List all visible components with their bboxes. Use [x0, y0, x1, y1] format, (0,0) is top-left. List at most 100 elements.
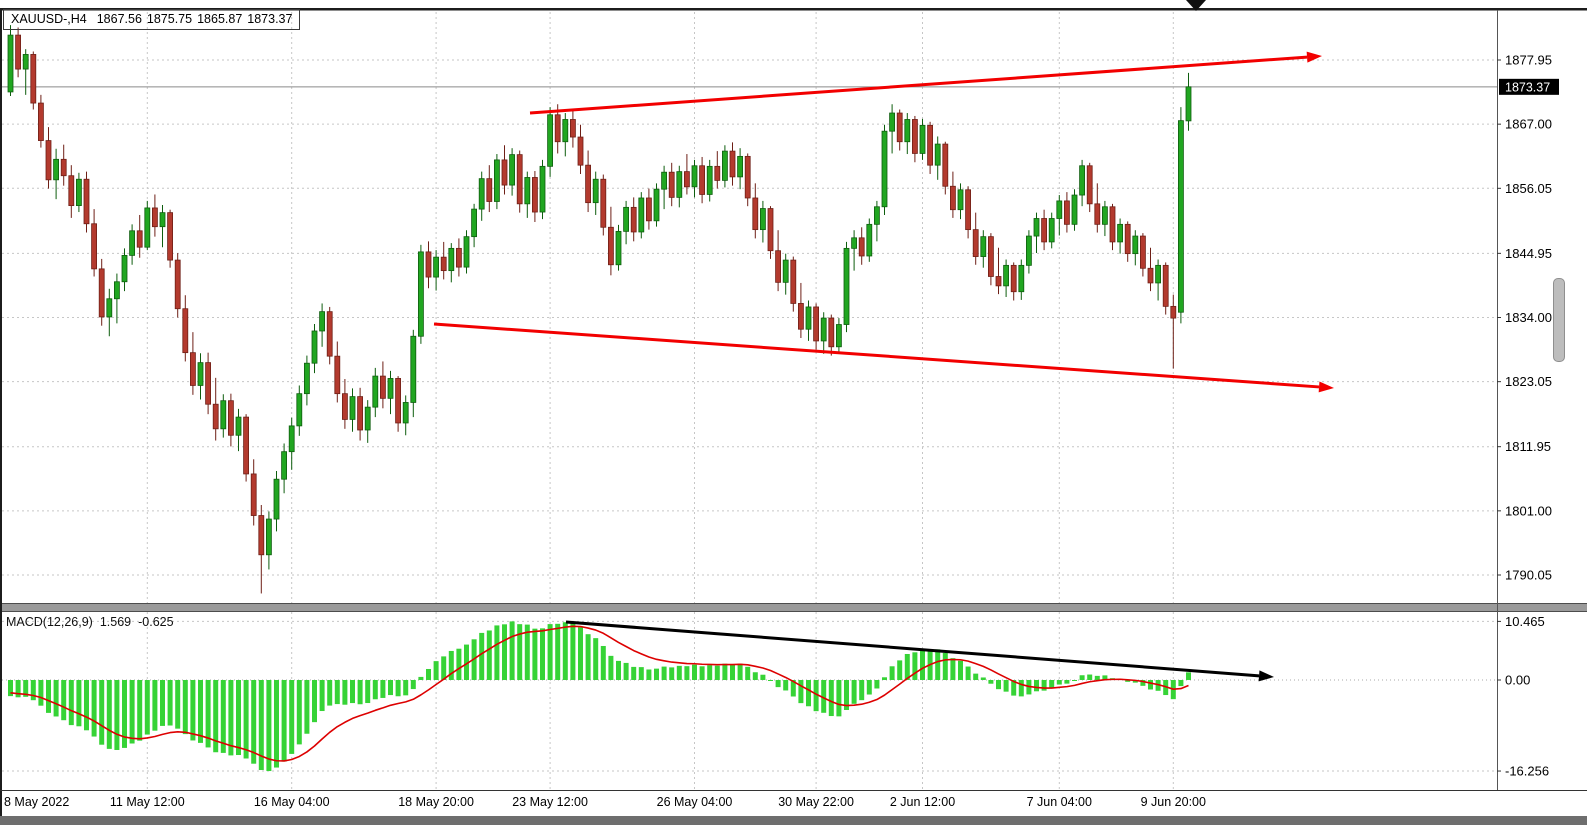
- macd-bar: [813, 680, 819, 712]
- macd-bar: [167, 680, 173, 726]
- trend-arrows[interactable]: [433, 51, 1334, 682]
- macd-bar: [745, 666, 751, 680]
- candle: [805, 300, 812, 341]
- macd-bar: [182, 680, 188, 735]
- candle: [646, 188, 652, 230]
- macd-bar: [1064, 680, 1070, 684]
- macd-bar: [122, 680, 127, 748]
- candle: [341, 379, 348, 429]
- macd-bar: [532, 628, 538, 680]
- macd-bar: [76, 680, 82, 727]
- candle: [281, 443, 288, 494]
- macd-bar: [1186, 672, 1191, 680]
- macd-bar: [1094, 675, 1100, 680]
- candle: [372, 367, 379, 418]
- macd-bar: [593, 638, 599, 680]
- candle: [288, 417, 295, 470]
- macd-bar: [874, 680, 880, 689]
- macd-bar: [175, 680, 181, 729]
- macd-bar: [912, 652, 918, 680]
- macd-bar: [213, 680, 219, 753]
- macd-bar: [1049, 680, 1055, 689]
- macd-bar: [684, 666, 690, 680]
- candle: [813, 303, 819, 350]
- candle: [1170, 294, 1177, 369]
- time-axis-label: 7 Jun 04:00: [1027, 795, 1092, 809]
- candle: [600, 174, 607, 236]
- macd-bar: [198, 680, 203, 743]
- macd-bar: [236, 680, 241, 756]
- candle: [934, 136, 941, 180]
- candle: [311, 323, 318, 374]
- macd-bar: [783, 680, 789, 691]
- window-menu-triangle-icon[interactable]: [1186, 0, 1206, 11]
- macd-bar: [608, 655, 614, 680]
- macd-bar: [205, 680, 211, 748]
- candle: [486, 165, 493, 213]
- symbol-timeframe: XAUUSD-,H4: [11, 12, 87, 26]
- time-axis[interactable]: 8 May 2022 11 May 12:00 16 May 04:00 18 May…: [4, 795, 1206, 809]
- candle: [83, 171, 90, 233]
- macd-bar: [99, 680, 105, 745]
- price-axis-label: 1790.05: [1505, 568, 1552, 583]
- candle: [691, 159, 698, 198]
- macd-bar: [1018, 680, 1024, 697]
- candle: [539, 159, 546, 220]
- macd-bar: [68, 680, 74, 726]
- macd-bar: [53, 680, 59, 717]
- macd-axis[interactable]: 10.465 0.00 -16.256: [1497, 614, 1549, 779]
- macd-info-box: MACD(12,26,9) 1.569 -0.625: [6, 615, 174, 629]
- scrollbar-thumb[interactable]: [1553, 278, 1565, 362]
- candle: [843, 241, 850, 333]
- macd-bar: [524, 624, 530, 680]
- macd-bar: [699, 666, 705, 680]
- macd-bar: [798, 680, 804, 704]
- macd-bar: [464, 644, 469, 680]
- macd-bar: [251, 680, 257, 764]
- candle: [144, 200, 151, 251]
- macd-divergence-arrow[interactable]: [565, 620, 1274, 682]
- macd-bar: [578, 627, 583, 680]
- macd-bar: [950, 658, 956, 680]
- candle: [714, 151, 721, 189]
- macd-bar: [160, 680, 165, 726]
- macd-bar: [768, 680, 773, 681]
- time-axis-label: 16 May 04:00: [254, 795, 330, 809]
- candle: [896, 109, 903, 151]
- macd-bar: [654, 668, 659, 680]
- candle: [1109, 203, 1116, 251]
- candle: [1041, 209, 1047, 251]
- candle: [1178, 107, 1184, 324]
- macd-bar: [228, 680, 234, 756]
- macd-bar: [851, 680, 857, 704]
- candle: [516, 150, 523, 213]
- macd-bar: [350, 680, 355, 704]
- candle: [737, 148, 743, 190]
- candle: [1056, 195, 1063, 236]
- candle: [471, 203, 478, 248]
- time-axis-label: 26 May 04:00: [657, 795, 733, 809]
- candle: [205, 352, 212, 415]
- macd-bar: [296, 680, 302, 745]
- price-axis-label: 1834.00: [1505, 310, 1552, 325]
- upper-channel-arrow[interactable]: [529, 51, 1322, 115]
- macd-bar: [859, 680, 865, 701]
- macd-bar: [889, 666, 895, 680]
- macd-bar: [646, 669, 652, 680]
- macd-bar: [866, 680, 872, 695]
- candle: [364, 400, 371, 443]
- candle: [912, 115, 918, 163]
- candle: [478, 171, 485, 221]
- price-axis[interactable]: 1877.95 1867.00 1856.05 1844.95 1834.00 1823.…: [1497, 53, 1552, 583]
- macd-bar: [494, 625, 500, 680]
- candle: [433, 250, 440, 291]
- price-axis-label: 1877.95: [1505, 53, 1552, 68]
- macd-bar: [426, 668, 431, 680]
- candle: [114, 273, 120, 324]
- lower-channel-arrow[interactable]: [433, 322, 1334, 393]
- candle: [76, 172, 82, 213]
- macd-bar: [8, 680, 13, 697]
- macd-bar: [570, 623, 576, 680]
- price-axis-label: 1823.05: [1505, 374, 1552, 389]
- macd-bar: [828, 680, 834, 717]
